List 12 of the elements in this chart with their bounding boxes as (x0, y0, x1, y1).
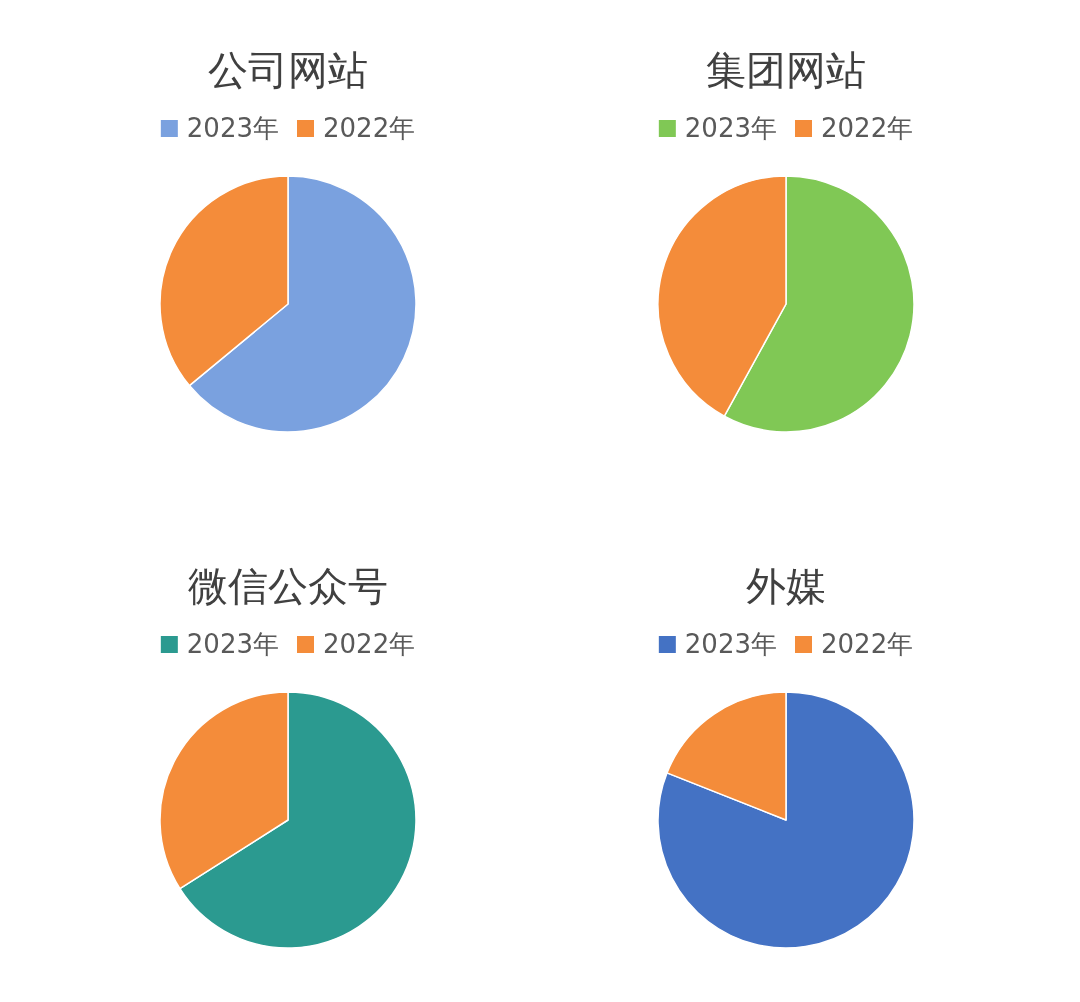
legend-label: 2023年 (186, 629, 279, 659)
legend-label: 2023年 (186, 113, 279, 143)
chart-title: 公司网站 (208, 47, 368, 93)
legend-label: 2022年 (323, 629, 416, 659)
legend-label: 2022年 (323, 113, 416, 143)
legend-label: 2023年 (684, 113, 777, 143)
legend-label: 2022年 (821, 629, 914, 659)
chart-title: 微信公众号 (188, 563, 388, 609)
chart-title: 外媒 (746, 563, 826, 609)
legend-label: 2023年 (684, 629, 777, 659)
legend-label: 2022年 (821, 113, 914, 143)
chart-title: 集团网站 (706, 47, 866, 93)
